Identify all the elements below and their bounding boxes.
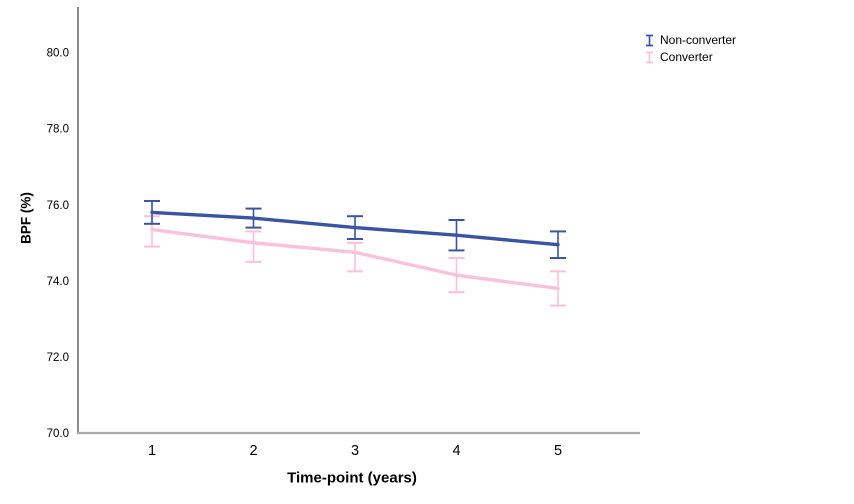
x-tick-label: 3 bbox=[351, 443, 359, 459]
legend-item-non-converter: Non-converter bbox=[645, 33, 736, 47]
series-line-converter bbox=[150, 227, 560, 291]
series-line-non-converter bbox=[150, 210, 560, 247]
y-tick-label: 70.0 bbox=[47, 428, 69, 440]
y-tick-label: 76.0 bbox=[47, 200, 69, 212]
legend-label-converter: Converter bbox=[660, 50, 713, 64]
y-tick-label: 78.0 bbox=[47, 124, 69, 136]
y-axis-title: BPF (%) bbox=[18, 192, 34, 244]
legend-label-non-converter: Non-converter bbox=[660, 33, 737, 47]
error-bar-icon bbox=[646, 51, 653, 63]
legend: Non-converter Converter bbox=[645, 33, 736, 64]
y-tick-label: 80.0 bbox=[47, 48, 69, 60]
x-axis-title: Time-point (years) bbox=[287, 469, 417, 487]
error-bar-icon bbox=[646, 34, 653, 46]
x-tick-label: 4 bbox=[452, 443, 460, 459]
x-tick-label: 5 bbox=[554, 443, 562, 459]
x-tick-label: 1 bbox=[148, 443, 156, 459]
y-tick-label: 74.0 bbox=[47, 276, 69, 288]
legend-item-converter: Converter bbox=[645, 50, 736, 64]
x-tick-label: 2 bbox=[249, 443, 257, 459]
y-tick-label: 72.0 bbox=[47, 352, 69, 364]
